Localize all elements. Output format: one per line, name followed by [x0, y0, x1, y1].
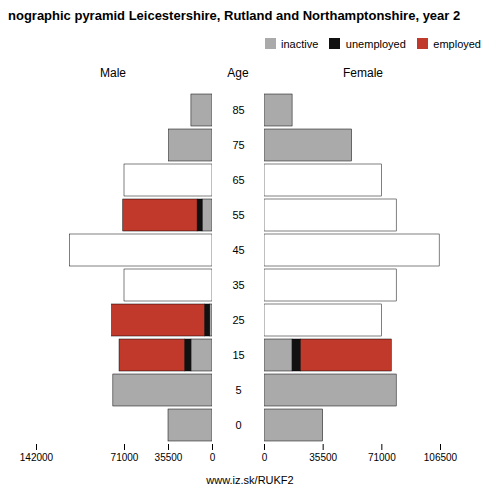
svg-text:0: 0 — [210, 451, 216, 462]
svg-text:85: 85 — [232, 104, 244, 116]
svg-text:35: 35 — [232, 279, 244, 291]
html-text:Female: Female — [343, 65, 383, 80]
svg-text:35500: 35500 — [155, 451, 183, 462]
html-text:Male: Male — [100, 65, 126, 80]
svg-text:0: 0 — [262, 451, 268, 462]
svg-text:45: 45 — [232, 244, 244, 256]
svg-text:65: 65 — [232, 174, 244, 186]
svg-text:35500: 35500 — [309, 451, 337, 462]
html-text:www.iz.sk/RUKF2: www.iz.sk/RUKF2 — [206, 473, 294, 486]
svg-text:25: 25 — [232, 314, 244, 326]
svg-text:75: 75 — [232, 139, 244, 151]
svg-text:55: 55 — [232, 209, 244, 221]
svg-text:15: 15 — [232, 349, 244, 361]
html-text:Age: Age — [227, 65, 249, 80]
svg-text:106500: 106500 — [424, 451, 458, 462]
html-text:unemployed: unemployed — [345, 37, 406, 50]
html-text:employed: employed — [433, 37, 481, 50]
svg-text:71000: 71000 — [368, 451, 396, 462]
html-text:nographic pyramid Leicestershi: nographic pyramid Leicestershire, Rutlan… — [8, 8, 461, 23]
svg-text:71000: 71000 — [111, 451, 139, 462]
html-text:inactive: inactive — [281, 37, 319, 50]
svg-text:142000: 142000 — [20, 451, 54, 462]
svg-text:0: 0 — [235, 419, 241, 431]
svg-text:5: 5 — [235, 384, 241, 396]
